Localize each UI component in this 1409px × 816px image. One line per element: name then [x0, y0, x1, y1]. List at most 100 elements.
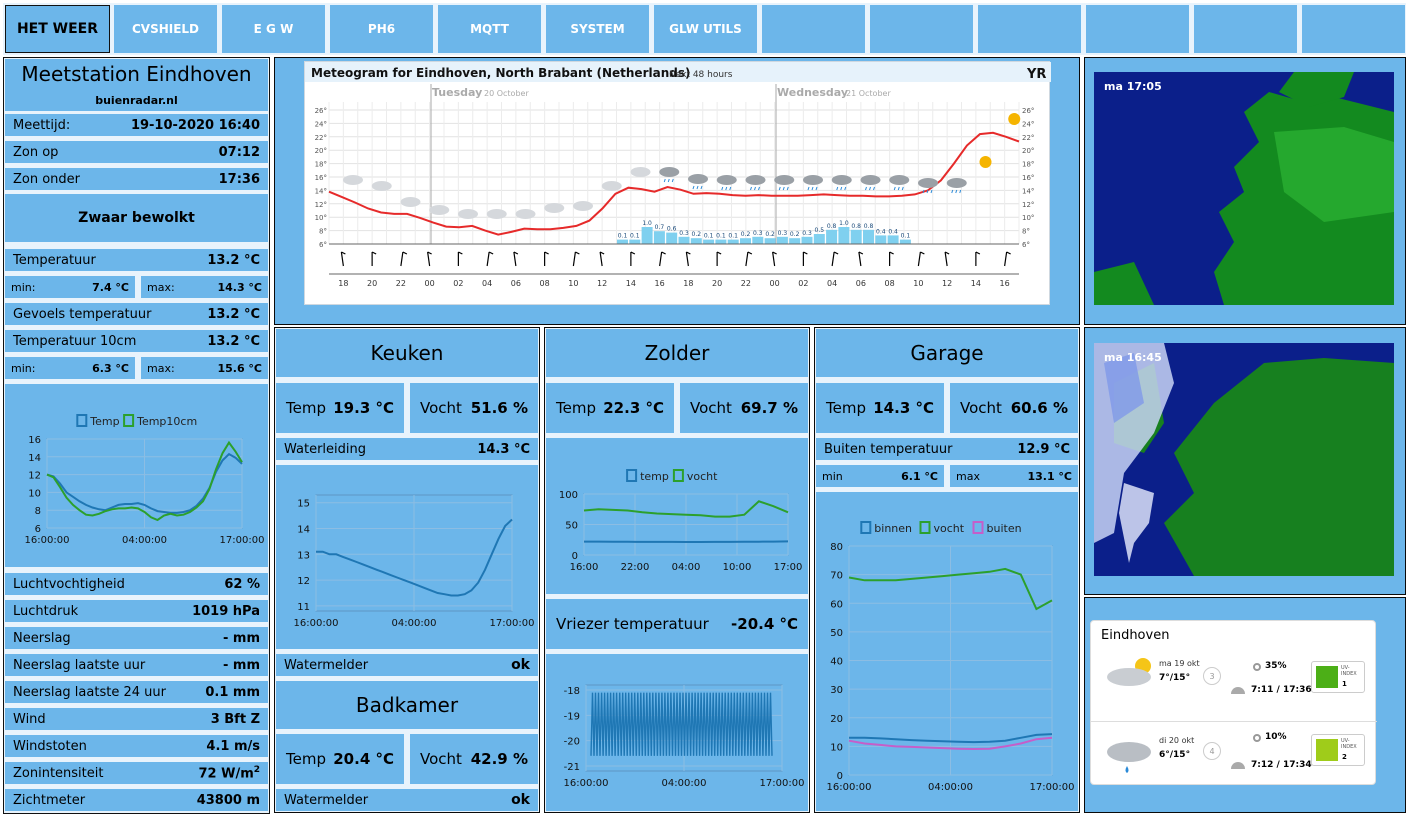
- nav-tab-4[interactable]: MQTT: [438, 5, 541, 53]
- weather-condition: Zwaar bewolkt: [5, 194, 268, 242]
- precip-label: 0.1: [630, 233, 640, 240]
- uv-value: 1: [1342, 680, 1347, 688]
- precip-bar: [740, 238, 751, 244]
- wind-barb: [630, 251, 636, 255]
- cloud-icon: [860, 175, 881, 185]
- precip-label: 0.2: [790, 231, 800, 238]
- nav-tab-11[interactable]: [1194, 5, 1297, 53]
- nav-tab-5[interactable]: SYSTEM: [546, 5, 649, 53]
- nav-tab-8[interactable]: [870, 5, 973, 53]
- wind-arrow-icon: [340, 251, 344, 267]
- precip-label: 0.3: [753, 230, 763, 237]
- nav-tab-0[interactable]: HET WEER: [5, 5, 110, 53]
- rain-drop-icon: [729, 186, 732, 191]
- y-tick-left: 26°: [315, 107, 327, 115]
- nav-tab-10[interactable]: [1086, 5, 1189, 53]
- cloud-icon: [429, 205, 450, 215]
- badkamer-title: Badkamer: [276, 681, 538, 729]
- hour-label: 00: [425, 279, 435, 288]
- row-label: Windstoten: [13, 738, 87, 754]
- y-tick-left: 20°: [315, 147, 327, 155]
- garage-min: min 6.1 °C: [816, 465, 944, 487]
- station-row: Zichtmeter 43800 m: [5, 789, 268, 811]
- y-tick-left: 16°: [315, 174, 327, 182]
- wind-arrow-icon: [572, 251, 576, 267]
- x-tick-label: 16:00:00: [827, 782, 872, 793]
- nav-tab-9[interactable]: [978, 5, 1081, 53]
- y-tick-label: 80: [830, 542, 843, 553]
- hour-label: 04: [827, 279, 837, 288]
- wind-barb: [772, 251, 777, 255]
- nav-tab-6[interactable]: GLW UTILS: [654, 5, 757, 53]
- forecast-day: di 20 okt 6°/15° 4 10% 7:12 / 17:34 UV-INDEX 2: [1091, 721, 1377, 787]
- nav-tab-3[interactable]: PH6: [330, 5, 433, 53]
- wind-arrow-icon: [685, 251, 689, 267]
- row-label: Zon op: [13, 144, 59, 160]
- sunrise-icon: [1231, 762, 1245, 769]
- x-tick-label: 04:00:00: [122, 535, 167, 546]
- x-tick-label: 22:00: [621, 562, 650, 573]
- y-tick-label: -20: [564, 737, 580, 748]
- value-text: 62 %: [224, 576, 260, 592]
- y-tick-left: 18°: [315, 161, 327, 169]
- uv-index-badge: UV-INDEX 2: [1311, 734, 1365, 766]
- humidity-value: 60.6 %: [1010, 399, 1068, 417]
- row-watermelder-keuken: Watermelder ok: [276, 654, 538, 676]
- row-label: Buiten temperatuur: [824, 441, 953, 457]
- row-value: 17:36: [218, 171, 260, 187]
- x-tick-label: 16:00:00: [564, 778, 609, 789]
- station-row: Meettijd: 19-10-2020 16:40: [5, 114, 268, 136]
- precip-label: 0.3: [778, 230, 788, 237]
- freezer-value: -20.4 °C: [731, 615, 798, 633]
- row-value: 0.1 mm: [205, 685, 260, 700]
- cloud-icon: [544, 203, 565, 213]
- row-label: Waterleiding: [284, 441, 367, 457]
- europe-map-2: ma 16:45: [1094, 343, 1394, 576]
- wind-arrow-icon: [599, 251, 603, 267]
- temp-value: 22.3 °C: [603, 399, 664, 417]
- legend-label: Temp: [89, 415, 119, 428]
- radar-time-1: ma 17:05: [1104, 80, 1162, 93]
- cloud-icon: [343, 175, 363, 185]
- wind-barb: [716, 251, 722, 255]
- max-label: max: [956, 469, 980, 483]
- rain-drop-icon: [959, 189, 962, 194]
- x-tick-label: 04:00:00: [392, 618, 437, 629]
- series-line-Waterleiding: [316, 518, 513, 597]
- map-land: [1094, 262, 1154, 305]
- rain-drop-icon: [836, 186, 839, 191]
- rain-drop-icon: [725, 186, 728, 191]
- nav-tab-2[interactable]: E G W: [222, 5, 325, 53]
- y-tick-label: 15: [297, 499, 310, 510]
- nav-tab-12[interactable]: [1302, 5, 1405, 53]
- y-tick-label: 70: [830, 571, 843, 582]
- legend-label: buiten: [987, 522, 1022, 535]
- precip-label: 0.6: [667, 226, 677, 233]
- hour-label: 06: [511, 279, 521, 288]
- row-value: ok: [511, 792, 530, 808]
- hour-label: 04: [482, 279, 492, 288]
- precip-label: 0.7: [655, 224, 665, 231]
- hour-label: 18: [683, 279, 693, 288]
- wind-barb: [488, 251, 494, 255]
- wind-barb: [513, 251, 519, 255]
- temp-value: 19.3 °C: [333, 399, 394, 417]
- cloud-icon: [688, 174, 708, 184]
- y-tick-label: 16: [28, 435, 41, 446]
- row-label: Luchtdruk: [13, 603, 79, 619]
- rain-drop-icon: [758, 186, 760, 191]
- keuken-temp: Temp 19.3 °C: [276, 383, 404, 433]
- y-tick-right: 18°: [1022, 161, 1034, 169]
- day-label-1: Tuesday: [432, 86, 482, 99]
- nav-tab-1[interactable]: CVSHIELD: [114, 5, 217, 53]
- humidity-label: Vocht: [420, 399, 462, 417]
- precip-label: 0.8: [864, 223, 874, 230]
- humidity-value: 51.6 %: [470, 399, 528, 417]
- value-text: 3 Bft Z: [210, 711, 260, 727]
- rain-drop-icon: [807, 186, 810, 191]
- rain-drop-icon: [955, 189, 958, 194]
- y-tick-left: 22°: [315, 134, 327, 142]
- series-line-binnen: [849, 733, 1053, 744]
- nav-tab-7[interactable]: [762, 5, 865, 53]
- temperature-chart: 6 8 10 12 14 16 16:00:00 04:00:00 17:00:00 Temp Te…: [25, 414, 264, 546]
